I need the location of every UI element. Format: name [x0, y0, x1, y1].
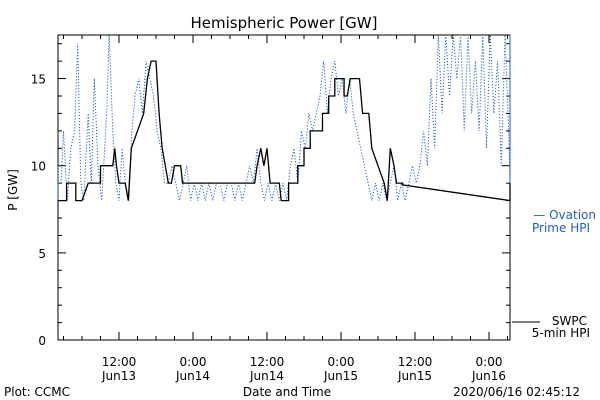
legend: — Ovation Prime HPI SWPC 5-min HPI	[512, 208, 596, 340]
x-tick-label-time: 12:00	[398, 355, 433, 369]
x-tick-label-date: Jun13	[101, 369, 136, 383]
series-layer	[57, 34, 511, 202]
legend-swpc-line1: SWPC	[552, 314, 587, 328]
y-tick-label: 10	[31, 160, 46, 174]
timestamp: 2020/06/16 02:45:12	[453, 385, 580, 399]
series-line-ovation	[57, 34, 511, 201]
series-line-swpc	[58, 60, 511, 202]
chart-title: Hemispheric Power [GW]	[191, 14, 378, 32]
x-tick-label-time: 0:00	[476, 355, 503, 369]
x-tick-label-date: Jun16	[471, 369, 506, 383]
x-tick-label-date: Jun15	[397, 369, 432, 383]
y-tick-label: 15	[31, 73, 46, 87]
y-tick-label: 0	[38, 334, 46, 348]
x-tick-label-time: 12:00	[250, 355, 285, 369]
x-tick-label-time: 12:00	[102, 355, 137, 369]
legend-swpc-line2: 5-min HPI	[532, 326, 590, 340]
x-tick-label-time: 0:00	[328, 355, 355, 369]
x-tick-labels: 12:00Jun130:00Jun1412:00Jun140:00Jun1512…	[101, 355, 506, 383]
y-tick-label: 5	[38, 247, 46, 261]
y-tick-labels: 0 5 10 15	[31, 73, 46, 348]
x-axis-label: Date and Time	[243, 385, 331, 399]
legend-ovation-line2: Prime HPI	[532, 221, 590, 235]
x-tick-label-date: Jun14	[175, 369, 210, 383]
x-tick-label-date: Jun14	[249, 369, 284, 383]
x-tick-label-date: Jun15	[323, 369, 358, 383]
legend-ovation-line1: — Ovation	[533, 208, 596, 222]
y-axis-label: P [GW]	[6, 169, 20, 211]
x-tick-label-time: 0:00	[180, 355, 207, 369]
axis-ticks	[58, 35, 510, 341]
plot-credit: Plot: CCMC	[4, 385, 70, 399]
